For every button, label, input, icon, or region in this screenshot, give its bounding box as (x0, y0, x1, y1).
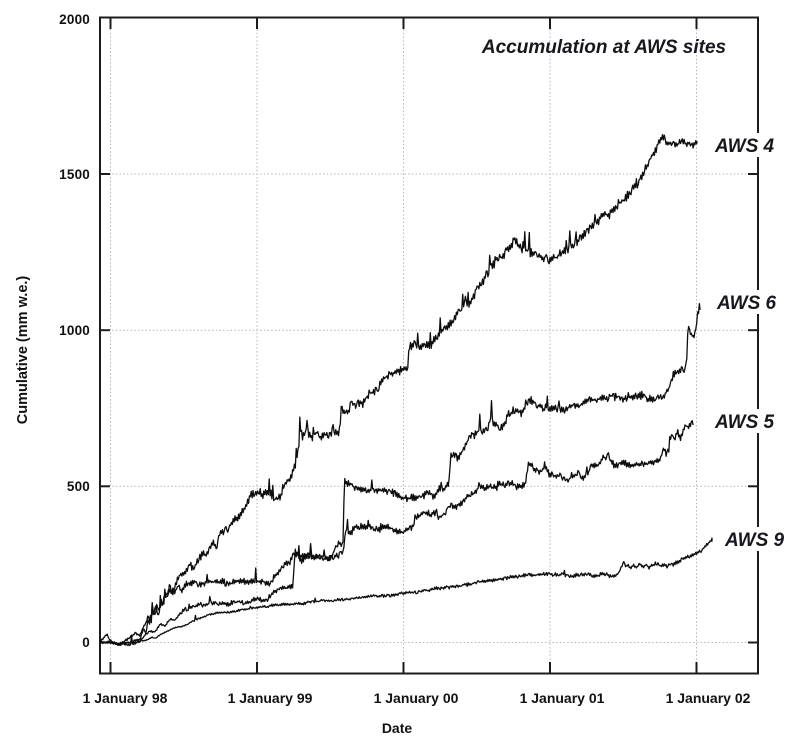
svg-text:1 January 00: 1 January 00 (374, 690, 459, 706)
svg-text:1 January 98: 1 January 98 (83, 690, 168, 706)
svg-text:AWS 5: AWS 5 (714, 412, 775, 433)
svg-text:AWS 9: AWS 9 (724, 530, 785, 551)
svg-text:Cumulative (mm w.e.): Cumulative (mm w.e.) (15, 276, 31, 425)
svg-text:Accumulation at AWS sites: Accumulation at AWS sites (481, 37, 726, 58)
svg-text:1 January 01: 1 January 01 (520, 690, 605, 706)
svg-text:1 January 99: 1 January 99 (228, 690, 313, 706)
svg-text:1 January 02: 1 January 02 (666, 690, 751, 706)
svg-text:Date: Date (382, 720, 413, 736)
svg-text:2000: 2000 (59, 12, 90, 27)
svg-text:1500: 1500 (59, 167, 90, 182)
svg-text:AWS 4: AWS 4 (714, 136, 775, 157)
svg-text:500: 500 (67, 479, 90, 494)
svg-text:AWS 6: AWS 6 (716, 293, 777, 314)
svg-text:1000: 1000 (59, 323, 90, 338)
svg-text:0: 0 (82, 635, 90, 650)
